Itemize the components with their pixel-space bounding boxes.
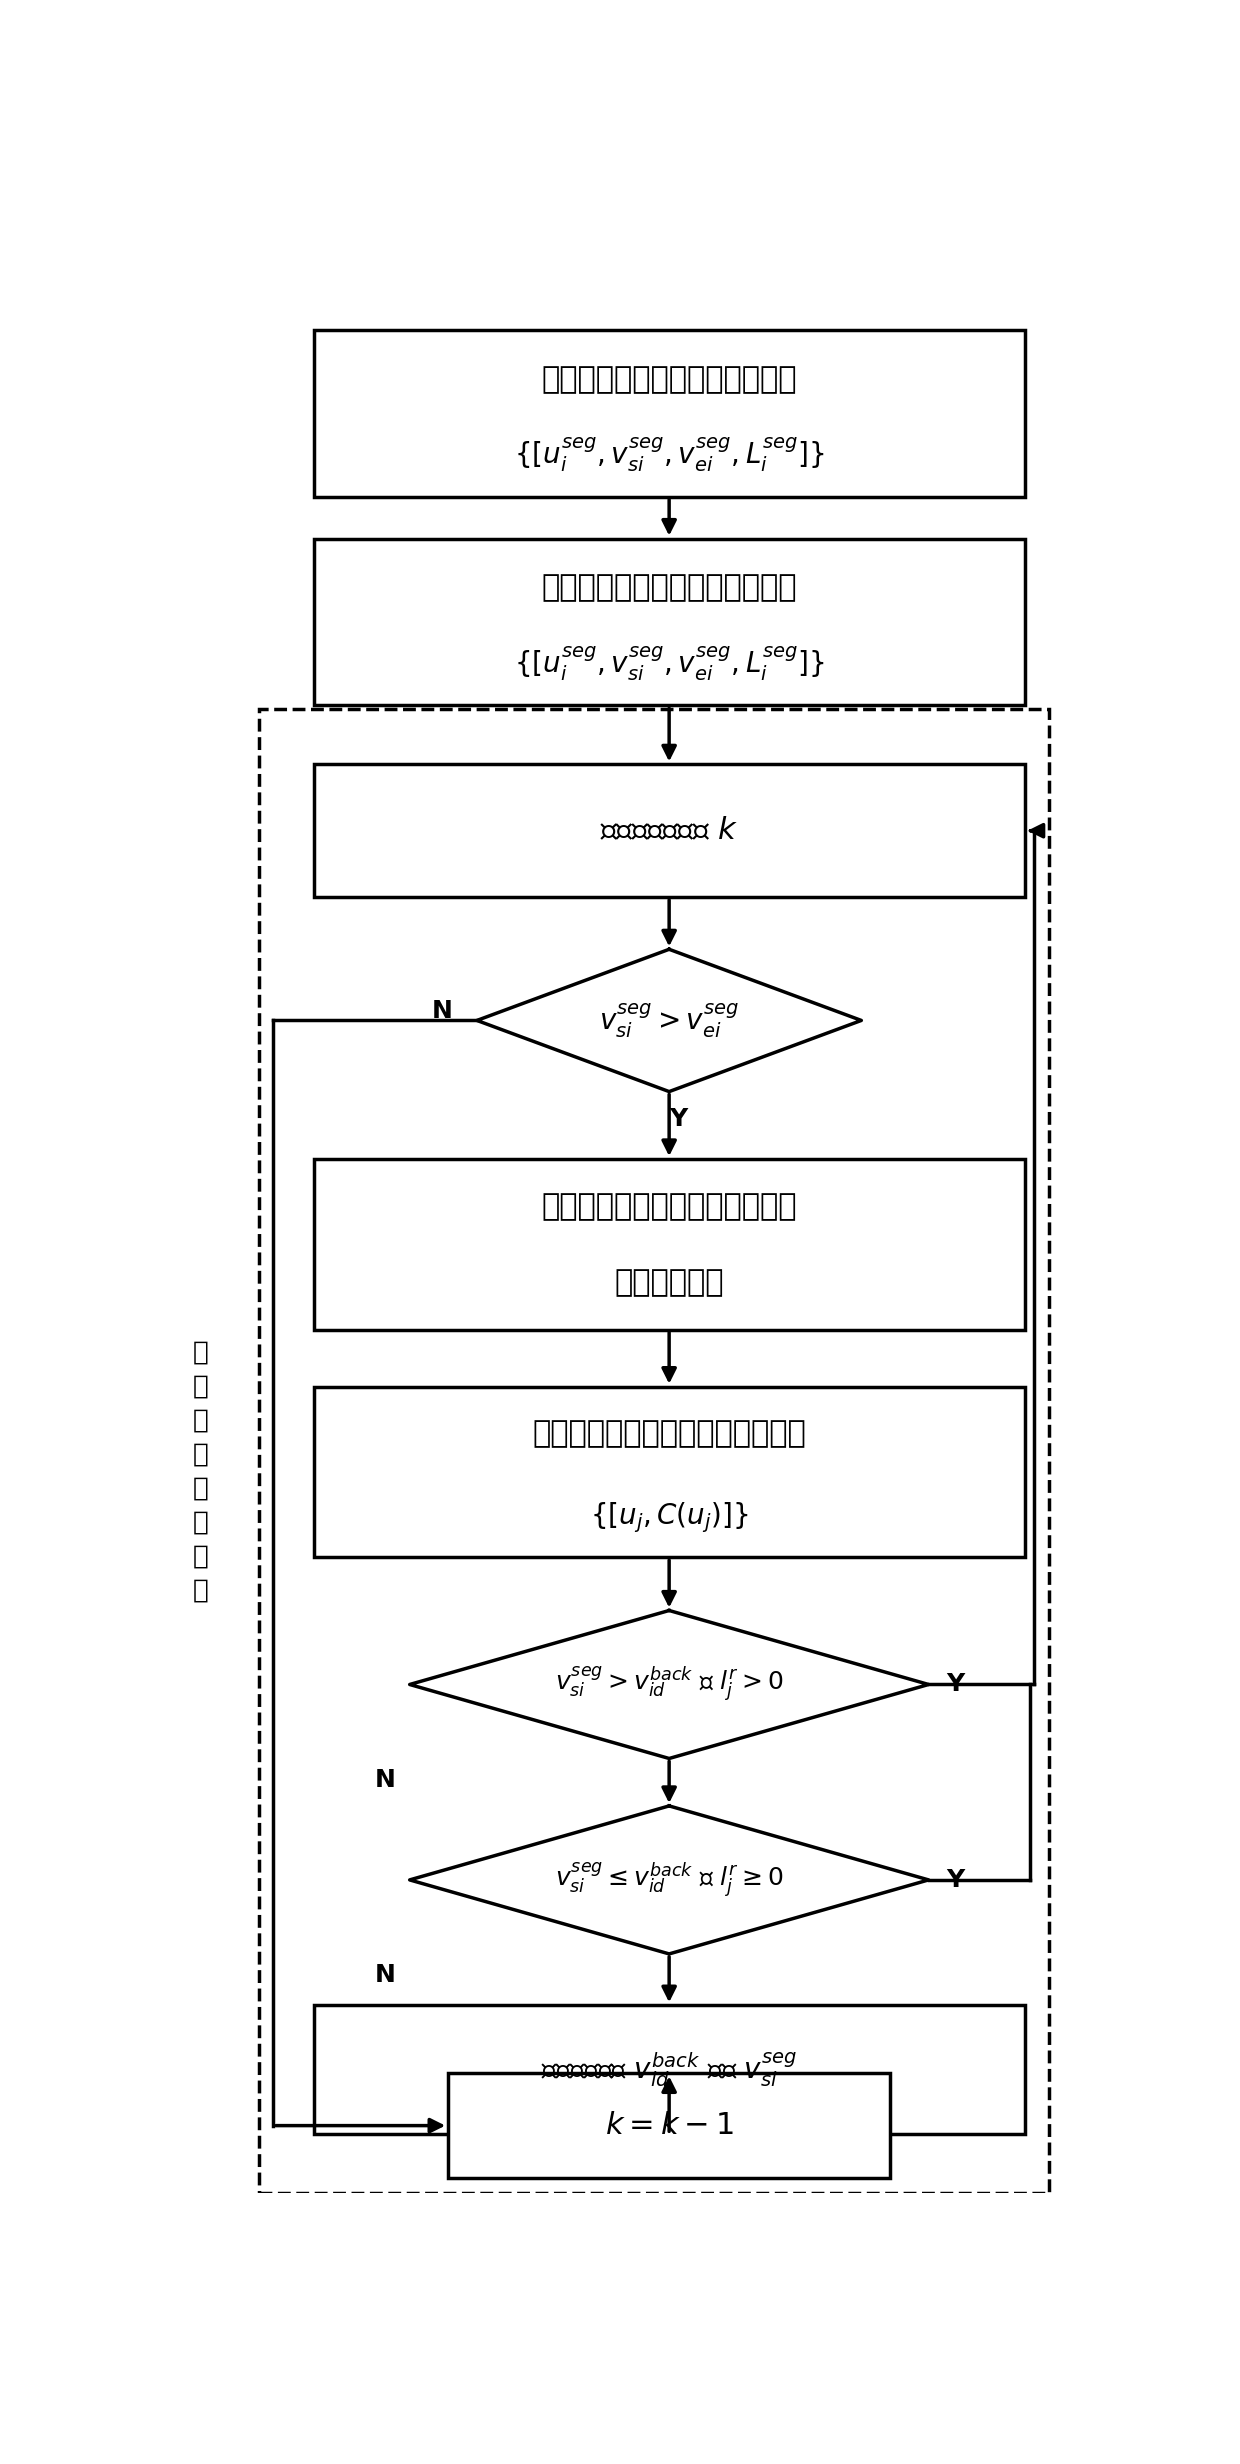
Text: $v_{si}^{seg}\leq v_{id}^{back}$ 且 $l_j^r\geq 0$: $v_{si}^{seg}\leq v_{id}^{back}$ 且 $l_j^… [554, 1860, 784, 1900]
Text: 根据提出的自适应进给调度方法: 根据提出的自适应进给调度方法 [542, 1193, 797, 1220]
Bar [314, 1387, 1024, 1557]
Bar [314, 764, 1024, 897]
Bar [259, 710, 1049, 2193]
Text: Y: Y [946, 1673, 965, 1698]
Text: $v_{si}^{seg}>v_{ei}^{seg}$: $v_{si}^{seg}>v_{ei}^{seg}$ [599, 1000, 739, 1040]
Text: N: N [376, 1964, 396, 1988]
Text: N: N [432, 998, 453, 1023]
Text: 当前块的总段数 $k$: 当前块的总段数 $k$ [600, 816, 738, 845]
Polygon shape [477, 949, 862, 1092]
Text: $\{[u_i^{seg},v_{si}^{seg},v_{ei}^{seg},L_i^{seg}]\}$: $\{[u_i^{seg},v_{si}^{seg},v_{ei}^{seg},… [513, 646, 825, 683]
Text: 将反向插补结果存储到数据缓冲区: 将反向插补结果存储到数据缓冲区 [532, 1419, 806, 1449]
Text: 反
向
规
划
校
正
模
块: 反 向 规 划 校 正 模 块 [193, 1340, 210, 1604]
Text: 应用正向规划并更新数据缓冲区: 应用正向规划并更新数据缓冲区 [542, 574, 797, 601]
Bar [314, 330, 1024, 498]
Text: $\{[u_i^{seg},v_{si}^{seg},v_{ei}^{seg},L_i^{seg}]\}$: $\{[u_i^{seg},v_{si}^{seg},v_{ei}^{seg},… [513, 436, 825, 473]
Polygon shape [409, 1806, 929, 1954]
Bar [314, 540, 1024, 705]
Text: $v_{si}^{seg}>v_{id}^{back}$ 且 $l_j^r>0$: $v_{si}^{seg}>v_{id}^{back}$ 且 $l_j^r>0$ [554, 1666, 784, 1705]
Text: N: N [376, 1769, 396, 1791]
Text: Y: Y [670, 1106, 688, 1131]
Text: 使用调整后的 $v_{id}^{back}$ 更新 $v_{si}^{seg}$: 使用调整后的 $v_{id}^{back}$ 更新 $v_{si}^{seg}$ [541, 2050, 797, 2089]
Text: 进行反向插补: 进行反向插补 [614, 1269, 724, 1296]
Text: 应用反向规划并更新数据缓冲区: 应用反向规划并更新数据缓冲区 [542, 365, 797, 394]
Bar [314, 1158, 1024, 1331]
Bar [448, 2072, 890, 2178]
Bar [314, 2006, 1024, 2134]
Text: $k=k-1$: $k=k-1$ [605, 2112, 734, 2141]
Polygon shape [409, 1611, 929, 1759]
Text: Y: Y [946, 1868, 965, 1892]
Text: $\{[u_j,C(u_j)]\}$: $\{[u_j,C(u_j)]\}$ [590, 1501, 748, 1535]
